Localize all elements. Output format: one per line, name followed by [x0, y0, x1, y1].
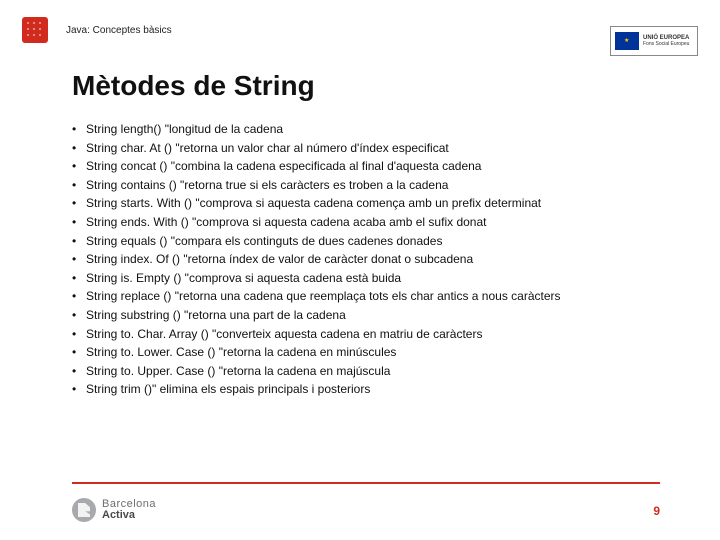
bullet-icon: •	[72, 232, 86, 251]
list-item-text: String ends. With () "comprova si aquest…	[86, 213, 660, 232]
eu-text: UNIÓ EUROPEA Fons Social Europeu	[643, 35, 697, 47]
list-item-text: String trim ()" elimina els espais princ…	[86, 380, 660, 399]
page-number: 9	[653, 504, 660, 518]
list-item-text: String substring () "retorna una part de…	[86, 306, 660, 325]
bullet-list: •String length() "longitud de la cadena•…	[72, 120, 660, 399]
bullet-icon: •	[72, 362, 86, 381]
list-item: •String to. Lower. Case () "retorna la c…	[72, 343, 660, 362]
divider	[72, 482, 660, 484]
list-item-text: String is. Empty () "comprova si aquesta…	[86, 269, 660, 288]
bullet-icon: •	[72, 343, 86, 362]
list-item-text: String char. At () "retorna un valor cha…	[86, 139, 660, 158]
bullet-icon: •	[72, 287, 86, 306]
list-item-text: String length() "longitud de la cadena	[86, 120, 660, 139]
page-title: Mètodes de String	[72, 70, 315, 102]
list-item-text: String to. Upper. Case () "retorna la ca…	[86, 362, 660, 381]
list-item: •String substring () "retorna una part d…	[72, 306, 660, 325]
bullet-icon: •	[72, 213, 86, 232]
list-item-text: String equals () "compara els continguts…	[86, 232, 660, 251]
list-item: •String ends. With () "comprova si aques…	[72, 213, 660, 232]
list-item-text: String concat () "combina la cadena espe…	[86, 157, 660, 176]
eu-flag-icon	[615, 32, 639, 50]
list-item-text: String contains () "retorna true si els …	[86, 176, 660, 195]
breadcrumb: Java: Conceptes bàsics	[66, 25, 172, 36]
list-item: •String trim ()" elimina els espais prin…	[72, 380, 660, 399]
eu-label-small: Fons Social Europeu	[643, 41, 689, 47]
list-item: •String to. Char. Array () "converteix a…	[72, 325, 660, 344]
list-item: •String to. Upper. Case () "retorna la c…	[72, 362, 660, 381]
footer-brand: Barcelona Activa	[102, 499, 156, 521]
bullet-icon: •	[72, 306, 86, 325]
bullet-icon: •	[72, 269, 86, 288]
footer-brand-line2: Activa	[102, 510, 156, 521]
bullet-icon: •	[72, 325, 86, 344]
list-item: •String index. Of () "retorna índex de v…	[72, 250, 660, 269]
list-item: •String starts. With () "comprova si aqu…	[72, 194, 660, 213]
list-item: •String equals () "compara els contingut…	[72, 232, 660, 251]
list-item-text: String index. Of () "retorna índex de va…	[86, 250, 660, 269]
barcelona-activa-icon	[72, 498, 96, 522]
list-item: •String is. Empty () "comprova si aquest…	[72, 269, 660, 288]
eu-badge: UNIÓ EUROPEA Fons Social Europeu	[610, 26, 698, 56]
bullet-icon: •	[72, 380, 86, 399]
list-item-text: String to. Lower. Case () "retorna la ca…	[86, 343, 660, 362]
bullet-icon: •	[72, 120, 86, 139]
header: Java: Conceptes bàsics UNIÓ EUROPEA Fons…	[0, 14, 720, 46]
footer: Barcelona Activa	[72, 498, 156, 522]
bullet-icon: •	[72, 194, 86, 213]
bullet-icon: •	[72, 176, 86, 195]
slide: Java: Conceptes bàsics UNIÓ EUROPEA Fons…	[0, 0, 720, 540]
bullet-icon: •	[72, 139, 86, 158]
list-item-text: String replace () "retorna una cadena qu…	[86, 287, 660, 306]
list-item: •String char. At () "retorna un valor ch…	[72, 139, 660, 158]
bullet-icon: •	[72, 250, 86, 269]
list-item: •String length() "longitud de la cadena	[72, 120, 660, 139]
list-item-text: String starts. With () "comprova si aque…	[86, 194, 660, 213]
logo-barcelona-icon	[22, 17, 48, 43]
bullet-icon: •	[72, 157, 86, 176]
list-item: •String concat () "combina la cadena esp…	[72, 157, 660, 176]
list-item: •String contains () "retorna true si els…	[72, 176, 660, 195]
list-item-text: String to. Char. Array () "converteix aq…	[86, 325, 660, 344]
list-item: •String replace () "retorna una cadena q…	[72, 287, 660, 306]
